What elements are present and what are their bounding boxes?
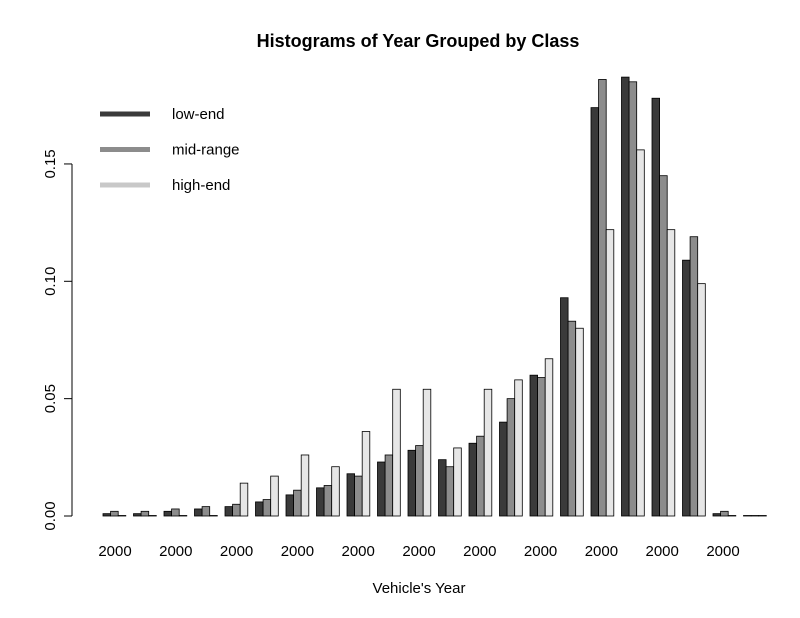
bar-low-end	[224, 506, 233, 517]
x-tick-label: 2000	[646, 543, 679, 560]
bar-low-end	[285, 494, 294, 517]
bar-high-end	[239, 482, 249, 517]
bar-high-end	[514, 379, 523, 517]
x-tick-label: 2000	[706, 543, 739, 560]
bar-low-end	[468, 442, 477, 517]
bars-group	[102, 76, 767, 517]
bar-mid-range	[171, 508, 180, 517]
bar-high-end	[575, 327, 584, 517]
bar-mid-range	[689, 236, 699, 517]
y-tick-label: 0.05	[42, 384, 59, 413]
bar-high-end	[117, 515, 127, 517]
bar-mid-range	[720, 510, 729, 517]
bar-low-end	[316, 487, 325, 517]
legend-label-low-end: low-end	[172, 106, 225, 123]
bar-high-end	[422, 388, 432, 517]
bar-high-end	[178, 515, 188, 517]
x-tick-label: 2000	[402, 543, 435, 560]
bar-high-end	[636, 149, 645, 517]
bar-low-end	[682, 259, 691, 517]
bar-low-end	[377, 461, 386, 517]
bar-low-end	[590, 107, 599, 517]
y-tick-label: 0.10	[42, 267, 59, 296]
bar-high-end	[758, 515, 767, 517]
bar-mid-range	[445, 466, 455, 517]
bar-mid-range	[537, 377, 546, 517]
bar-mid-range	[659, 175, 668, 517]
x-tick-label: 2000	[524, 543, 557, 560]
bar-mid-range	[354, 475, 363, 517]
bar-high-end	[148, 515, 157, 517]
x-axis: 2000 2000 2000 2000 2000 2000 2000 2000 2000 2000…	[98, 543, 739, 560]
bar-mid-range	[323, 485, 333, 517]
x-tick-label: 2000	[98, 543, 131, 560]
bar-mid-range	[750, 515, 760, 517]
legend-label-high-end: high-end	[172, 177, 230, 194]
bar-low-end	[346, 473, 355, 517]
bar-low-end	[163, 510, 172, 517]
x-tick-label: 2000	[342, 543, 375, 560]
x-tick-label: 2000	[585, 543, 618, 560]
bar-mid-range	[262, 499, 272, 517]
bar-low-end	[255, 501, 264, 517]
bar-low-end	[102, 513, 111, 517]
bar-mid-range	[506, 398, 516, 517]
chart-title: Histograms of Year Grouped by Class	[257, 31, 580, 51]
bar-high-end	[300, 454, 310, 517]
legend-label-mid-range: mid-range	[172, 142, 240, 159]
bar-mid-range	[140, 510, 150, 517]
bar-mid-range	[110, 510, 119, 517]
bar-low-end	[651, 97, 660, 517]
bar-low-end	[743, 515, 752, 517]
x-tick-label: 2000	[159, 543, 192, 560]
y-tick-label: 0.00	[42, 501, 59, 530]
x-axis-label: Vehicle's Year	[373, 580, 466, 597]
bar-high-end	[544, 358, 554, 517]
bar-high-end	[392, 388, 401, 517]
bar-low-end	[194, 508, 203, 517]
y-tick-label: 0.15	[42, 149, 59, 178]
bar-mid-range	[476, 435, 485, 517]
bar-low-end	[407, 449, 416, 517]
bar-low-end	[133, 513, 142, 517]
x-tick-label: 2000	[281, 543, 314, 560]
bar-high-end	[727, 515, 737, 517]
bar-low-end	[621, 76, 630, 517]
bar-mid-range	[232, 503, 241, 517]
bar-mid-range	[628, 81, 638, 517]
bar-high-end	[361, 431, 371, 517]
bar-high-end	[453, 447, 462, 517]
bar-mid-range	[598, 79, 607, 517]
bar-high-end	[270, 475, 279, 517]
bar-low-end	[712, 513, 721, 517]
legend: low-end mid-range high-end	[100, 106, 240, 194]
bar-high-end	[666, 229, 676, 517]
bar-mid-range	[201, 506, 211, 517]
bar-low-end	[560, 297, 569, 517]
bar-mid-range	[567, 320, 577, 517]
bar-high-end	[331, 466, 340, 517]
bar-high-end	[605, 229, 615, 517]
x-tick-label: 2000	[220, 543, 253, 560]
bar-high-end	[209, 515, 218, 517]
x-tick-label: 2000	[463, 543, 496, 560]
bar-high-end	[483, 388, 493, 517]
bar-mid-range	[415, 445, 424, 517]
bar-low-end	[438, 459, 447, 517]
bar-low-end	[529, 374, 538, 517]
y-axis: 0.00 0.05 0.10 0.15	[42, 149, 73, 531]
bar-mid-range	[293, 489, 302, 517]
bar-low-end	[499, 421, 508, 517]
bar-high-end	[697, 283, 706, 517]
bar-mid-range	[384, 454, 394, 517]
